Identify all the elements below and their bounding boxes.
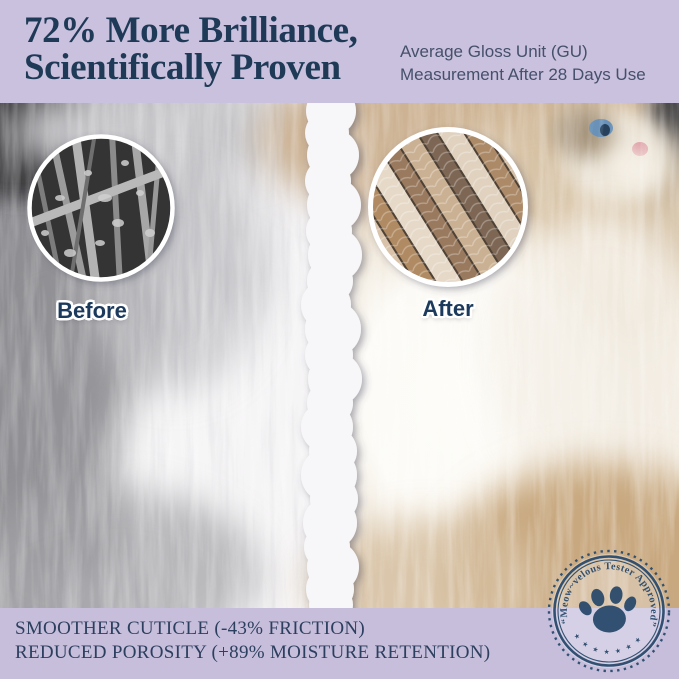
cuticle-damage-flakes [41, 160, 155, 257]
page-title: 72% More Brilliance, Scientifically Prov… [24, 12, 358, 86]
stamp-outer-ring [553, 555, 665, 667]
top-band: 72% More Brilliance, Scientifically Prov… [0, 0, 679, 103]
note-line-2: Measurement After 28 Days Use [400, 65, 646, 84]
after-label: After [422, 296, 474, 321]
tester-approved-stamp: “Meow~velous Tester Approved” ★ ★ ★ ★ ★ … [543, 545, 671, 673]
stamp-stitched-ring [547, 549, 671, 673]
paw-print-icon [578, 586, 637, 633]
before-label: Before [57, 298, 127, 323]
headline-line-1: 72% More Brilliance, [24, 10, 358, 51]
before-microscope-image [27, 134, 175, 282]
stamp-inner-ring [557, 559, 661, 663]
measurement-note: Average Gloss Unit (GU) Measurement Afte… [400, 40, 646, 86]
claim-line-1: SMOOTHER CUTICLE (-43% FRICTION) [15, 618, 365, 639]
headline-line-2: Scientifically Proven [24, 47, 341, 88]
cream-divider [301, 103, 362, 608]
cuticle-scale-texture [371, 130, 525, 284]
claims-band: SMOOTHER CUTICLE (-43% FRICTION) REDUCED… [0, 608, 679, 679]
before-after-photo [0, 103, 679, 608]
claim-line-2: REDUCED POROSITY (+89% MOISTURE RETENTIO… [15, 642, 491, 663]
note-line-1: Average Gloss Unit (GU) [400, 42, 588, 61]
